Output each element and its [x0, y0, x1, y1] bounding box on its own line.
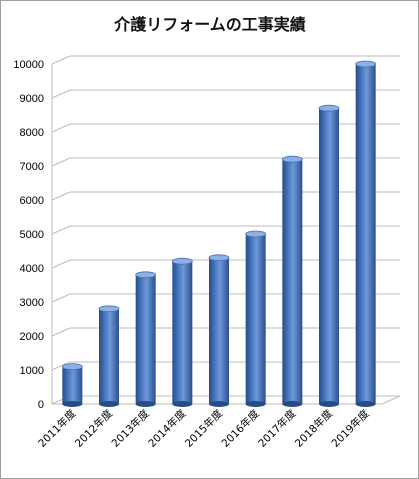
- y-tick-label: 2000: [20, 331, 44, 343]
- floor-edge-depth: [381, 395, 401, 405]
- gridline-depth: [51, 259, 71, 269]
- chart-title: 介護リフォームの工事実績: [113, 15, 306, 34]
- bar-body: [135, 274, 156, 404]
- bar-top: [281, 155, 303, 163]
- x-tick-label: 2013年度: [109, 407, 152, 450]
- y-tick-label: 1000: [20, 365, 44, 377]
- x-tick-label: 2016年度: [219, 407, 262, 450]
- x-tick-label: 2019年度: [329, 407, 372, 450]
- bar-body: [172, 261, 193, 404]
- bar-body: [99, 308, 119, 404]
- bar-body: [282, 159, 303, 404]
- bar: [171, 257, 193, 407]
- bar-base: [135, 401, 156, 407]
- bar: [61, 363, 83, 407]
- bar-top: [171, 257, 193, 265]
- bar-base: [209, 401, 229, 407]
- x-tick-label: 2018年度: [292, 407, 335, 450]
- x-tick-label: 2012年度: [72, 407, 115, 450]
- x-tick-label: 2017年度: [256, 407, 299, 450]
- bar-body: [62, 366, 83, 404]
- y-tick-label: 10000: [13, 59, 44, 71]
- y-tick-label: 5000: [20, 229, 44, 241]
- y-tick-label: 8000: [20, 127, 44, 139]
- gridline-depth: [51, 191, 71, 201]
- gridline-depth: [51, 55, 71, 65]
- bar-top: [355, 60, 377, 68]
- bar-base: [282, 401, 303, 407]
- gridline-depth: [51, 293, 71, 303]
- y-tick-label: 3000: [20, 297, 44, 309]
- bar-top: [208, 254, 230, 262]
- gridline-depth: [51, 157, 71, 167]
- bar-top: [245, 230, 267, 238]
- gridline-depth: [51, 89, 71, 99]
- y-tick-label: 0: [38, 399, 44, 411]
- bar: [98, 305, 120, 407]
- bar-base: [99, 401, 119, 407]
- bar-base: [319, 401, 339, 407]
- bar-body: [245, 234, 266, 404]
- bar: [245, 230, 267, 407]
- bar-body: [209, 257, 229, 404]
- bar-top: [135, 271, 157, 279]
- bar-base: [355, 401, 376, 407]
- y-tick-label: 9000: [20, 93, 44, 105]
- gridline-depth: [51, 123, 71, 133]
- bar: [355, 60, 377, 407]
- bar-base: [245, 401, 266, 407]
- bar-top: [318, 104, 340, 112]
- bar-top: [98, 305, 120, 313]
- y-tick-label: 4000: [20, 263, 44, 275]
- bar: [281, 155, 303, 407]
- gridline-depth: [51, 225, 71, 235]
- x-tick-label: 2011年度: [36, 407, 79, 450]
- gridline-depth: [51, 361, 71, 371]
- y-tick-label: 6000: [20, 195, 44, 207]
- bar-base: [172, 401, 193, 407]
- gridline-depth: [51, 327, 71, 337]
- bar: [135, 271, 157, 407]
- x-tick-label: 2015年度: [182, 407, 225, 450]
- bar-body: [355, 64, 376, 404]
- bar-body: [319, 108, 339, 404]
- x-tick-label: 2014年度: [146, 407, 189, 450]
- y-axis-ticks: 0 1000 2000 3000 4000 5000 6000 7000 8000 9000 100…: [13, 59, 44, 411]
- y-tick-label: 7000: [20, 161, 44, 173]
- x-axis-ticks: 2011年度2012年度2013年度2014年度2015年度2016年度2017…: [36, 407, 373, 450]
- bar: [318, 104, 340, 407]
- bars: [61, 60, 377, 407]
- gridlines: [51, 55, 401, 405]
- bar-top: [61, 363, 83, 371]
- bar: [208, 254, 230, 407]
- bar-base: [62, 401, 83, 407]
